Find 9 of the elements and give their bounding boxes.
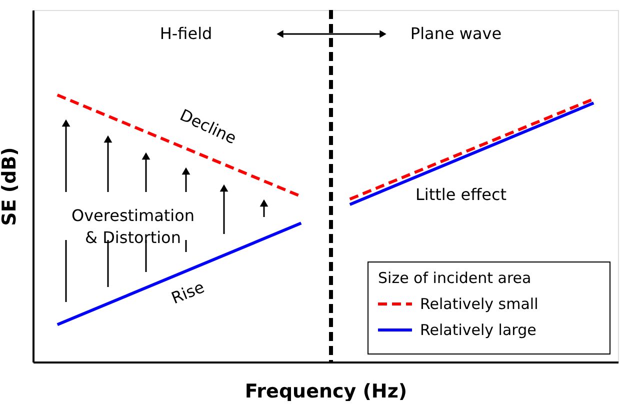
text: H-field — [160, 24, 212, 43]
annotation: Little effect — [415, 185, 507, 204]
annotation: Rise — [168, 277, 208, 308]
legend-label: Relatively large — [420, 321, 536, 339]
legend-title: Size of incident area — [378, 269, 532, 287]
y-axis-title: SE (dB) — [0, 147, 20, 226]
legend-label: Relatively small — [420, 295, 538, 313]
text: Plane wave — [410, 24, 502, 43]
annotation: Overestimation & Distortion — [71, 206, 195, 247]
